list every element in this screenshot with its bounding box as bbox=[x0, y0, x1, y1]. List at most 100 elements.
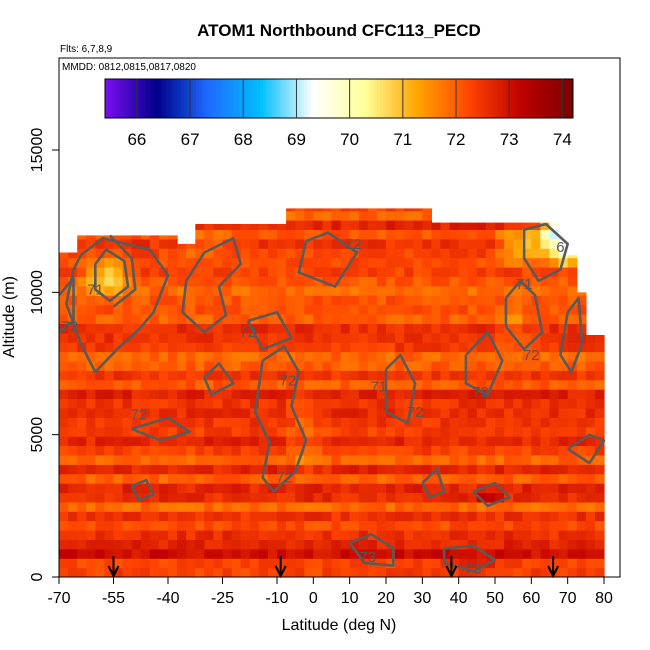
colorbar-tick-label: 74 bbox=[553, 130, 572, 149]
colorbar-segment bbox=[303, 79, 308, 118]
heatmap-cell bbox=[458, 248, 469, 259]
heatmap-cell bbox=[149, 530, 160, 540]
heatmap-cell bbox=[404, 229, 414, 240]
heatmap-cell bbox=[277, 464, 287, 475]
heatmap-cell bbox=[458, 295, 469, 306]
heatmap-cell bbox=[376, 342, 387, 353]
heatmap-cell bbox=[113, 304, 124, 315]
heatmap-cell bbox=[495, 501, 505, 512]
heatmap-cell bbox=[349, 276, 360, 287]
heatmap-cell bbox=[558, 379, 569, 390]
heatmap-cell bbox=[213, 520, 224, 531]
heatmap-cell bbox=[222, 511, 233, 522]
heatmap-cell bbox=[522, 454, 532, 465]
flights-label: Flts: 6,7,8,9 bbox=[60, 44, 113, 55]
heatmap-cell bbox=[386, 210, 396, 221]
heatmap-cell bbox=[485, 454, 496, 465]
heatmap-cell bbox=[249, 445, 260, 456]
heatmap-cell bbox=[585, 492, 596, 503]
heatmap-cell bbox=[422, 238, 432, 249]
heatmap-cell bbox=[231, 360, 242, 371]
heatmap-cell bbox=[213, 558, 224, 569]
colorbar-segment bbox=[438, 79, 442, 118]
heatmap-cell bbox=[485, 267, 496, 277]
heatmap-cell bbox=[558, 342, 569, 353]
heatmap-cell bbox=[267, 483, 278, 494]
heatmap-cell bbox=[340, 426, 351, 437]
heatmap-cell bbox=[476, 473, 487, 484]
heatmap-cell bbox=[585, 445, 596, 456]
heatmap-cell bbox=[476, 304, 487, 315]
heatmap-cell bbox=[413, 520, 423, 531]
heatmap-cell bbox=[585, 360, 596, 371]
heatmap-cell bbox=[540, 445, 551, 456]
heatmap-cell bbox=[431, 511, 442, 522]
heatmap-cell bbox=[340, 370, 351, 381]
heatmap-cell bbox=[440, 351, 451, 362]
heatmap-cell bbox=[122, 445, 133, 456]
colorbar-segment bbox=[482, 79, 486, 118]
heatmap-cell bbox=[440, 222, 451, 230]
heatmap-cell bbox=[549, 511, 560, 522]
heatmap-cell bbox=[59, 548, 69, 559]
heatmap-cell bbox=[504, 295, 514, 306]
heatmap-cell bbox=[485, 370, 496, 381]
heatmap-cell bbox=[504, 464, 514, 475]
heatmap-cell bbox=[113, 379, 124, 390]
heatmap-cell bbox=[204, 389, 214, 400]
heatmap-cell bbox=[331, 285, 342, 296]
colorbar-segment bbox=[183, 79, 188, 118]
heatmap-cell bbox=[113, 473, 124, 484]
heatmap-cell bbox=[249, 285, 260, 296]
heatmap-cell bbox=[149, 473, 160, 484]
heatmap-cell bbox=[249, 342, 260, 353]
heatmap-cell bbox=[404, 238, 414, 249]
heatmap-cell bbox=[576, 370, 587, 381]
heatmap-cell bbox=[458, 229, 469, 240]
heatmap-cell bbox=[195, 229, 205, 240]
heatmap-cell bbox=[594, 360, 605, 371]
heatmap-cell bbox=[395, 342, 405, 353]
heatmap-cell bbox=[567, 255, 578, 259]
heatmap-cell bbox=[376, 492, 387, 503]
heatmap-cell bbox=[222, 257, 233, 268]
heatmap-cell bbox=[77, 370, 87, 381]
heatmap-cell bbox=[140, 548, 151, 559]
heatmap-cell bbox=[386, 267, 396, 277]
heatmap-cell bbox=[195, 436, 205, 447]
heatmap-cell bbox=[295, 511, 305, 522]
heatmap-cell bbox=[59, 407, 69, 418]
heatmap-cell bbox=[485, 417, 496, 428]
heatmap-cell bbox=[186, 558, 196, 569]
heatmap-cell bbox=[286, 267, 296, 277]
heatmap-cell bbox=[295, 276, 305, 287]
flight-date-arrow bbox=[547, 556, 560, 579]
heatmap-cell bbox=[131, 511, 142, 522]
heatmap-cell bbox=[213, 389, 224, 400]
heatmap-cell bbox=[286, 208, 296, 212]
heatmap-cell bbox=[540, 342, 551, 353]
heatmap-cell bbox=[249, 229, 260, 240]
heatmap-cell bbox=[522, 539, 532, 550]
heatmap-cell bbox=[422, 501, 432, 512]
heatmap-cell bbox=[186, 511, 196, 522]
heatmap-cell bbox=[213, 229, 224, 240]
colorbar-tick-label: 70 bbox=[340, 130, 359, 149]
heatmap-cell bbox=[231, 304, 242, 315]
heatmap-cell bbox=[358, 398, 369, 409]
heatmap-cell bbox=[286, 436, 296, 447]
x-tick-label: -25 bbox=[211, 590, 234, 607]
colorbar-segment bbox=[248, 79, 252, 118]
heatmap-cell bbox=[504, 360, 514, 371]
heatmap-cell bbox=[340, 257, 351, 268]
heatmap-cell bbox=[440, 492, 451, 503]
heatmap-cell bbox=[195, 548, 205, 559]
heatmap-cell bbox=[304, 304, 314, 315]
heatmap-cell bbox=[277, 295, 287, 306]
heatmap-cell bbox=[122, 464, 133, 475]
heatmap-cell bbox=[186, 483, 196, 494]
heatmap-cell bbox=[531, 464, 541, 475]
heatmap-cell bbox=[258, 238, 269, 249]
heatmap-cell bbox=[576, 492, 587, 503]
heatmap-cell bbox=[440, 426, 451, 437]
